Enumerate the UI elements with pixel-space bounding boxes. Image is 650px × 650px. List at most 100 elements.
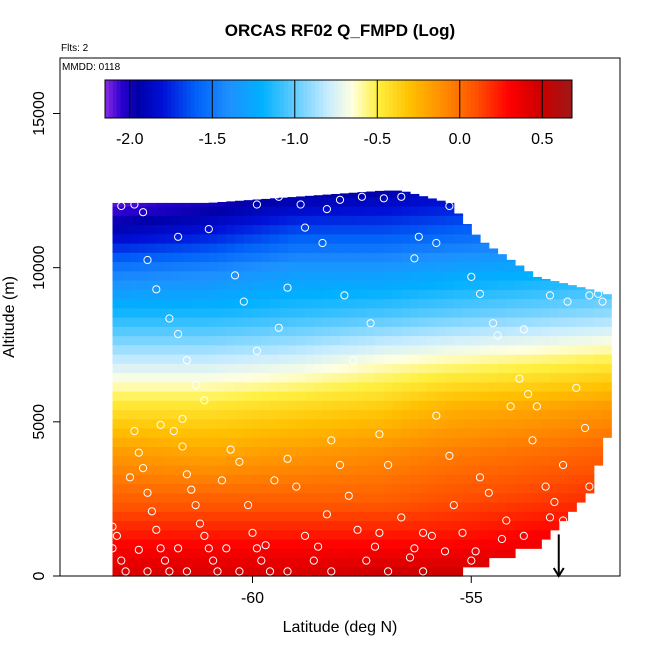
heatmap-cell <box>138 354 149 364</box>
heatmap-cell <box>506 298 516 309</box>
heatmap-cell <box>558 465 569 475</box>
heatmap-cell <box>383 354 394 364</box>
heatmap-cell <box>305 446 315 457</box>
heatmap-cell <box>226 557 236 568</box>
heatmap-cell <box>296 418 306 429</box>
heatmap-cell <box>252 270 262 281</box>
heatmap-cell <box>252 344 262 355</box>
heatmap-cell <box>138 206 149 216</box>
x-tick-label: -60 <box>241 590 264 607</box>
heatmap-cell <box>436 502 446 512</box>
heatmap-cell <box>593 437 604 448</box>
heatmap-cell <box>541 280 551 290</box>
heatmap-cell <box>515 381 525 392</box>
heatmap-cell <box>130 566 140 577</box>
heatmap-cell <box>541 278 551 281</box>
heatmap-cell <box>576 400 586 411</box>
heatmap-cell <box>305 215 315 226</box>
heatmap-cell <box>165 428 175 438</box>
heatmap-cell <box>357 372 367 383</box>
heatmap-cell <box>252 261 262 272</box>
heatmap-cell <box>130 465 140 475</box>
heatmap-cell <box>340 483 350 494</box>
heatmap-cell <box>585 307 595 318</box>
heatmap-cell <box>270 363 280 374</box>
heatmap-cell <box>480 270 490 281</box>
date-note-bg <box>61 59 127 72</box>
heatmap-cell <box>410 270 420 281</box>
heatmap-cell <box>418 539 429 549</box>
colorbar-segment <box>237 80 242 118</box>
heatmap-cell <box>191 307 201 318</box>
colorbar-segment <box>256 80 262 118</box>
heatmap-cell <box>488 511 499 522</box>
heatmap-cell <box>130 529 140 540</box>
observation-point <box>397 513 406 522</box>
heatmap-cell <box>147 520 157 531</box>
colorbar-segment <box>536 80 542 118</box>
colorbar-segment <box>420 80 425 118</box>
heatmap-cell <box>217 215 227 226</box>
heatmap-cell <box>576 465 586 475</box>
heatmap-cell <box>200 298 210 309</box>
heatmap-cell <box>278 243 289 253</box>
heatmap-cell <box>375 400 385 411</box>
heatmap-cell <box>436 261 446 272</box>
heatmap-cell <box>138 298 149 309</box>
heatmap-cell <box>532 276 542 281</box>
heatmap-cell <box>235 326 245 337</box>
heatmap-cell <box>156 243 166 253</box>
heatmap-cell <box>296 437 306 448</box>
heatmap-cell <box>497 307 507 318</box>
heatmap-cell <box>348 548 359 559</box>
heatmap-cell <box>550 326 560 337</box>
observation-point <box>515 374 524 383</box>
heatmap-cell <box>392 446 402 457</box>
heatmap-cell <box>585 474 595 485</box>
heatmap-cell <box>217 280 227 290</box>
heatmap-cell <box>235 529 245 540</box>
heatmap-cell <box>138 492 149 503</box>
heatmap-cell <box>340 372 350 383</box>
heatmap-cell <box>541 502 551 512</box>
colorbar-tick-label: -2.0 <box>116 131 144 148</box>
heatmap-cell <box>410 502 420 512</box>
heatmap-cell <box>541 474 551 485</box>
observation-point <box>335 195 345 204</box>
heatmap-cell <box>383 326 394 337</box>
heatmap-cell <box>173 446 184 457</box>
heatmap-cell <box>130 344 140 355</box>
heatmap-cell <box>375 270 385 281</box>
heatmap-cell <box>322 326 332 337</box>
heatmap-cell <box>165 280 175 290</box>
heatmap-cell <box>357 483 367 494</box>
heatmap-cell <box>226 502 236 512</box>
heatmap-cell <box>147 428 157 438</box>
heatmap-cell <box>340 529 350 540</box>
heatmap-cell <box>348 317 359 327</box>
heatmap-cell <box>121 437 131 448</box>
colorbar-segment <box>303 80 308 118</box>
heatmap-cell <box>173 215 184 226</box>
heatmap-cell <box>480 511 490 522</box>
heatmap-cell <box>427 270 437 281</box>
colorbar-segment <box>311 80 316 118</box>
heatmap-cell <box>348 344 359 355</box>
heatmap-cell <box>375 289 385 300</box>
heatmap-cell <box>252 233 262 244</box>
heatmap-cell <box>287 326 297 337</box>
heatmap-cell <box>453 400 464 411</box>
heatmap-cell <box>515 511 525 522</box>
heatmap-cell <box>165 548 175 559</box>
heatmap-cell <box>270 511 280 522</box>
heatmap-cell <box>427 298 437 309</box>
heatmap-cell <box>445 233 455 244</box>
heatmap-cell <box>287 483 297 494</box>
heatmap-cell <box>252 557 262 568</box>
heatmap-cell <box>191 409 201 420</box>
heatmap-cell <box>278 326 289 337</box>
colorbar-segment <box>112 80 118 118</box>
heatmap-cell <box>427 483 437 494</box>
heatmap-cell <box>165 539 175 549</box>
